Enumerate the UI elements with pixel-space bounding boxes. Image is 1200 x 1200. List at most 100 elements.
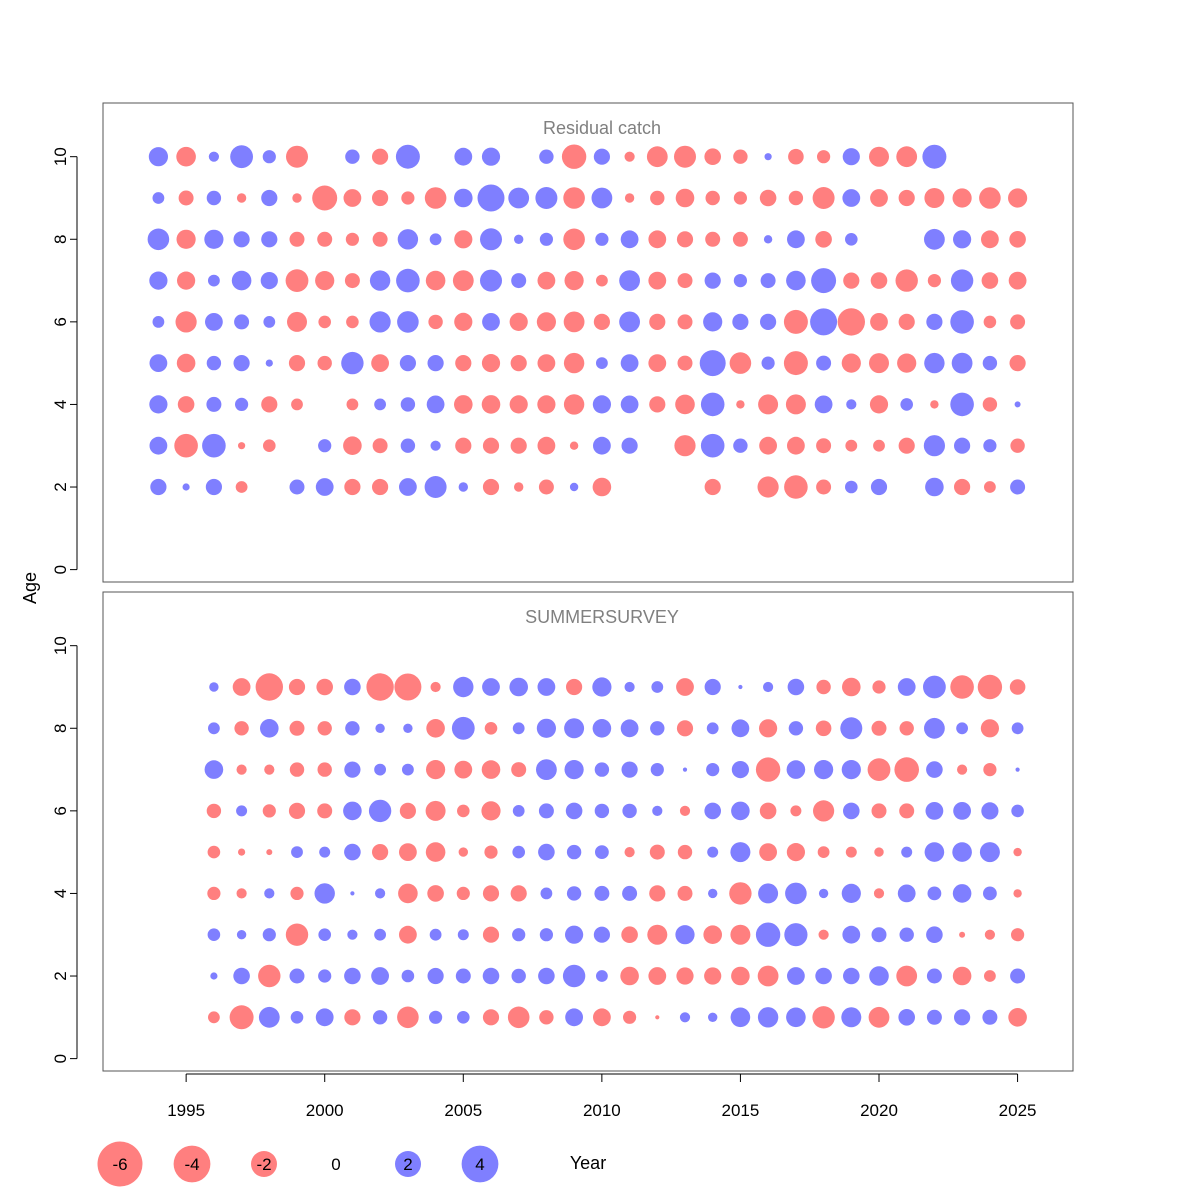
residual-bubble	[620, 230, 639, 249]
residual-bubble	[784, 923, 808, 947]
residual-bubble	[646, 146, 668, 168]
residual-bubble	[760, 313, 777, 330]
residual-bubble	[1008, 271, 1027, 290]
residual-bubble	[731, 761, 750, 779]
residual-bubble	[261, 396, 278, 413]
residual-bubble	[845, 439, 858, 452]
residual-bubble	[954, 437, 971, 454]
residual-bubble	[289, 231, 305, 247]
residual-bubble	[425, 270, 446, 291]
residual-bubble	[953, 230, 972, 249]
residual-bubble	[315, 1008, 334, 1027]
residual-bubble	[208, 151, 219, 162]
residual-bubble	[705, 231, 721, 247]
residual-bubble	[787, 436, 805, 455]
legend-label: -2	[256, 1155, 271, 1174]
residual-bubble	[319, 846, 331, 858]
y-tick-label: 2	[51, 482, 70, 491]
residual-bubble	[318, 969, 332, 983]
residual-bubble	[482, 313, 500, 331]
residual-bubble	[234, 314, 250, 330]
residual-bubble	[895, 269, 918, 292]
residual-bubble	[236, 193, 247, 203]
residual-bubble	[233, 231, 250, 248]
residual-bubble	[981, 802, 999, 820]
residual-bubble	[593, 148, 611, 165]
residual-bubble	[648, 967, 667, 985]
residual-bubble	[208, 722, 220, 735]
residual-bubble	[261, 231, 278, 248]
legend-label: -4	[184, 1155, 199, 1174]
residual-bubble	[1009, 355, 1026, 372]
residual-bubble	[812, 1006, 835, 1029]
residual-bubble	[759, 802, 777, 820]
residual-bubble	[950, 269, 974, 292]
residual-bubble	[236, 888, 247, 899]
panel-frame	[102, 102, 1074, 583]
residual-bubble	[592, 395, 612, 414]
residual-bubble	[790, 805, 802, 817]
residual-bubble	[730, 1007, 751, 1028]
residual-bubble	[924, 188, 945, 208]
residual-bubble	[950, 392, 974, 417]
residual-bubble	[898, 313, 915, 330]
residual-bubble	[869, 966, 889, 986]
residual-bubble	[344, 843, 361, 861]
residual-bubble	[566, 844, 582, 860]
residual-bubble	[238, 442, 246, 450]
residual-bubble	[842, 925, 861, 944]
residual-bubble	[177, 271, 196, 290]
residual-bubble	[480, 228, 502, 251]
residual-bubble	[674, 435, 696, 457]
residual-bubble	[898, 437, 915, 454]
residual-bubble	[234, 721, 249, 736]
residual-bubble	[374, 763, 386, 776]
residual-bubble	[343, 801, 362, 821]
residual-bubble	[652, 805, 663, 817]
residual-bubble	[317, 231, 333, 247]
residual-bubble	[817, 846, 830, 858]
legend: -6 -4 -2 0 2 4	[97, 1141, 499, 1187]
y-tick-label: 10	[51, 636, 70, 655]
residual-bubble	[818, 888, 829, 899]
residual-bubble	[705, 190, 720, 206]
residual-bubble	[655, 1015, 660, 1020]
legend-bubble	[97, 1141, 143, 1187]
residual-bubble	[565, 925, 584, 944]
residual-bubble	[759, 843, 777, 861]
residual-bubble	[755, 922, 781, 947]
residual-bubble	[925, 477, 944, 497]
residual-bubble	[458, 847, 468, 857]
residual-bubble	[622, 803, 637, 819]
residual-bubble	[286, 145, 308, 168]
residual-bubble	[317, 721, 332, 736]
residual-bubble	[984, 929, 996, 940]
residual-bubble	[399, 802, 416, 820]
residual-bubble	[345, 232, 359, 246]
residual-bubble	[539, 149, 554, 164]
x-axis: 1995 2000 2005 2010 2015 2020 2025	[167, 1073, 1036, 1120]
residual-bubble	[620, 719, 639, 738]
residual-bubble	[842, 189, 861, 207]
residual-bubble	[258, 1006, 280, 1028]
residual-bubble	[594, 803, 610, 819]
residual-bubble	[453, 676, 474, 698]
residual-bubble	[736, 400, 745, 409]
residual-bubble	[648, 354, 667, 372]
residual-bubble	[366, 673, 394, 701]
residual-bubble	[182, 483, 190, 491]
x-tick-label: 2020	[860, 1101, 898, 1120]
residual-bubble	[562, 964, 586, 988]
residual-bubble	[901, 846, 913, 858]
residual-bubble	[815, 231, 832, 248]
residual-bubble	[731, 966, 750, 986]
residual-bubble	[482, 885, 500, 902]
residual-bubble	[837, 308, 865, 336]
residual-bubble	[511, 968, 526, 984]
residual-bubble	[926, 313, 943, 330]
residual-bubble	[231, 270, 252, 291]
residual-bubble	[842, 677, 861, 697]
residual-bubble	[870, 272, 888, 289]
residual-bubble	[375, 723, 385, 733]
